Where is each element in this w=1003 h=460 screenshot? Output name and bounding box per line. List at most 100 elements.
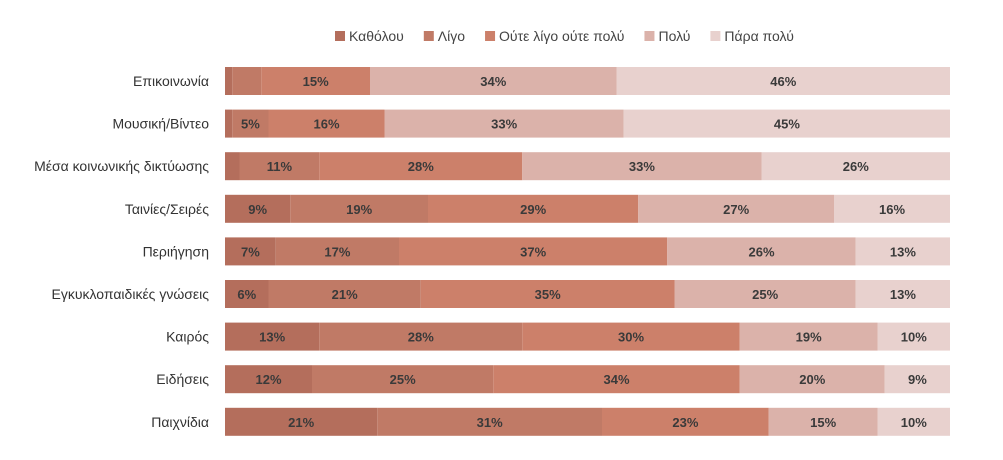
- data-label: 13%: [890, 244, 916, 259]
- data-label: 11%: [267, 159, 293, 174]
- data-label: 10%: [901, 330, 927, 345]
- bar-segment: [834, 194, 950, 223]
- data-label: 19%: [796, 330, 822, 345]
- bar-segment: [602, 407, 769, 436]
- bar-segment: [493, 365, 740, 394]
- bar-segment: [877, 407, 950, 436]
- legend-swatch-3: [644, 31, 655, 41]
- bar-segment: [855, 280, 950, 308]
- category-label: Ειδήσεις: [156, 371, 209, 387]
- data-label: 21%: [332, 287, 358, 302]
- category-labels: Επικοινωνία Μουσική/Βίντεο Μέσα κοινωνικής…: [34, 73, 209, 430]
- category-label: Μουσική/Βίντεο: [112, 116, 209, 132]
- data-label: 20%: [799, 372, 825, 387]
- bar-segment: [290, 194, 428, 223]
- data-label: 21%: [288, 415, 314, 430]
- category-label: Περιήγηση: [143, 243, 209, 259]
- bar-segment: [855, 237, 950, 266]
- data-label: 23%: [672, 415, 698, 430]
- data-label: 46%: [770, 74, 796, 89]
- legend-label-3: Πολύ: [658, 28, 690, 44]
- data-label: 17%: [324, 244, 350, 259]
- bar-segment: [370, 67, 617, 95]
- legend-label-2: Ούτε λίγο ούτε πολύ: [499, 28, 624, 44]
- bar-segment: [225, 407, 378, 436]
- bar-segment: [225, 237, 276, 266]
- data-label: 45%: [774, 117, 800, 132]
- bar-segment: [377, 407, 602, 436]
- bar-segment: [768, 407, 878, 436]
- data-label: 27%: [723, 202, 749, 217]
- data-label: 28%: [408, 330, 434, 345]
- legend-swatch-4: [710, 31, 721, 41]
- bar-segment: [761, 152, 950, 181]
- bar-segment: [225, 280, 269, 308]
- data-label: 25%: [390, 372, 416, 387]
- bar-segment: [674, 280, 856, 308]
- category-label: Επικοινωνία: [133, 73, 209, 89]
- bar-segment: [225, 194, 291, 223]
- bar-segment: [225, 67, 233, 95]
- data-label: 37%: [520, 244, 546, 259]
- bar-segment: [275, 237, 399, 266]
- data-label: 10%: [901, 415, 927, 430]
- data-label: 34%: [480, 74, 506, 89]
- data-label: 15%: [303, 74, 329, 89]
- bar-segment: [268, 280, 421, 308]
- bar-segment: [384, 109, 624, 138]
- category-label: Μέσα κοινωνικής δικτύωσης: [34, 158, 209, 174]
- data-label: 9%: [248, 202, 267, 217]
- bars: 15% 34% 46% 5% 16% 33% 45% 11% 28% 33% 26% 9% 19% 29%…: [225, 67, 950, 436]
- legend-swatch-0: [335, 31, 345, 41]
- data-label: 19%: [346, 202, 372, 217]
- bar-segment: [225, 365, 312, 394]
- data-label: 12%: [255, 372, 281, 387]
- data-label: 9%: [908, 372, 927, 387]
- data-label: 6%: [237, 287, 256, 302]
- data-label: 31%: [477, 415, 503, 430]
- bar-segment: [638, 194, 834, 223]
- data-label: 33%: [629, 159, 655, 174]
- data-label: 33%: [491, 117, 517, 132]
- data-label: 5%: [241, 117, 260, 132]
- category-label: Παιχνίδια: [151, 414, 209, 430]
- legend: Καθόλου Λίγο Ούτε λίγο ούτε πολύ Πολύ Πάρα π…: [335, 28, 794, 44]
- bar-segment: [319, 322, 523, 351]
- data-label: 13%: [259, 330, 285, 345]
- bar-segment: [239, 152, 320, 181]
- data-label: 13%: [890, 287, 916, 302]
- data-label: 34%: [603, 372, 629, 387]
- bar-segment: [428, 194, 639, 223]
- legend-swatch-1: [423, 31, 434, 41]
- data-label: 26%: [748, 244, 774, 259]
- legend-label-0: Καθόλου: [349, 28, 404, 44]
- bar-segment: [522, 322, 740, 351]
- bar-segment: [225, 152, 240, 181]
- bar-segment: [268, 109, 385, 138]
- bar-segment: [261, 67, 370, 95]
- legend-swatch-2: [485, 31, 496, 41]
- data-label: 16%: [879, 202, 905, 217]
- legend-label-1: Λίγο: [438, 28, 465, 44]
- data-label: 28%: [408, 159, 434, 174]
- bar-segment: [399, 237, 668, 266]
- data-label: 15%: [810, 415, 836, 430]
- bar-segment: [225, 109, 233, 138]
- bar-segment: [884, 365, 950, 394]
- bar-segment: [739, 322, 878, 351]
- data-label: 7%: [241, 244, 260, 259]
- bar-segment: [232, 109, 269, 138]
- data-label: 30%: [618, 330, 644, 345]
- bar-segment: [232, 67, 262, 95]
- bar-segment: [522, 152, 762, 181]
- bar-segment: [319, 152, 523, 181]
- bar-segment: [420, 280, 675, 308]
- bar-segment: [877, 322, 950, 351]
- bar-segment: [667, 237, 856, 266]
- bar-segment: [312, 365, 494, 394]
- bar-segment: [225, 322, 320, 351]
- category-label: Καιρός: [166, 329, 209, 345]
- data-label: 35%: [535, 287, 561, 302]
- data-label: 16%: [313, 117, 339, 132]
